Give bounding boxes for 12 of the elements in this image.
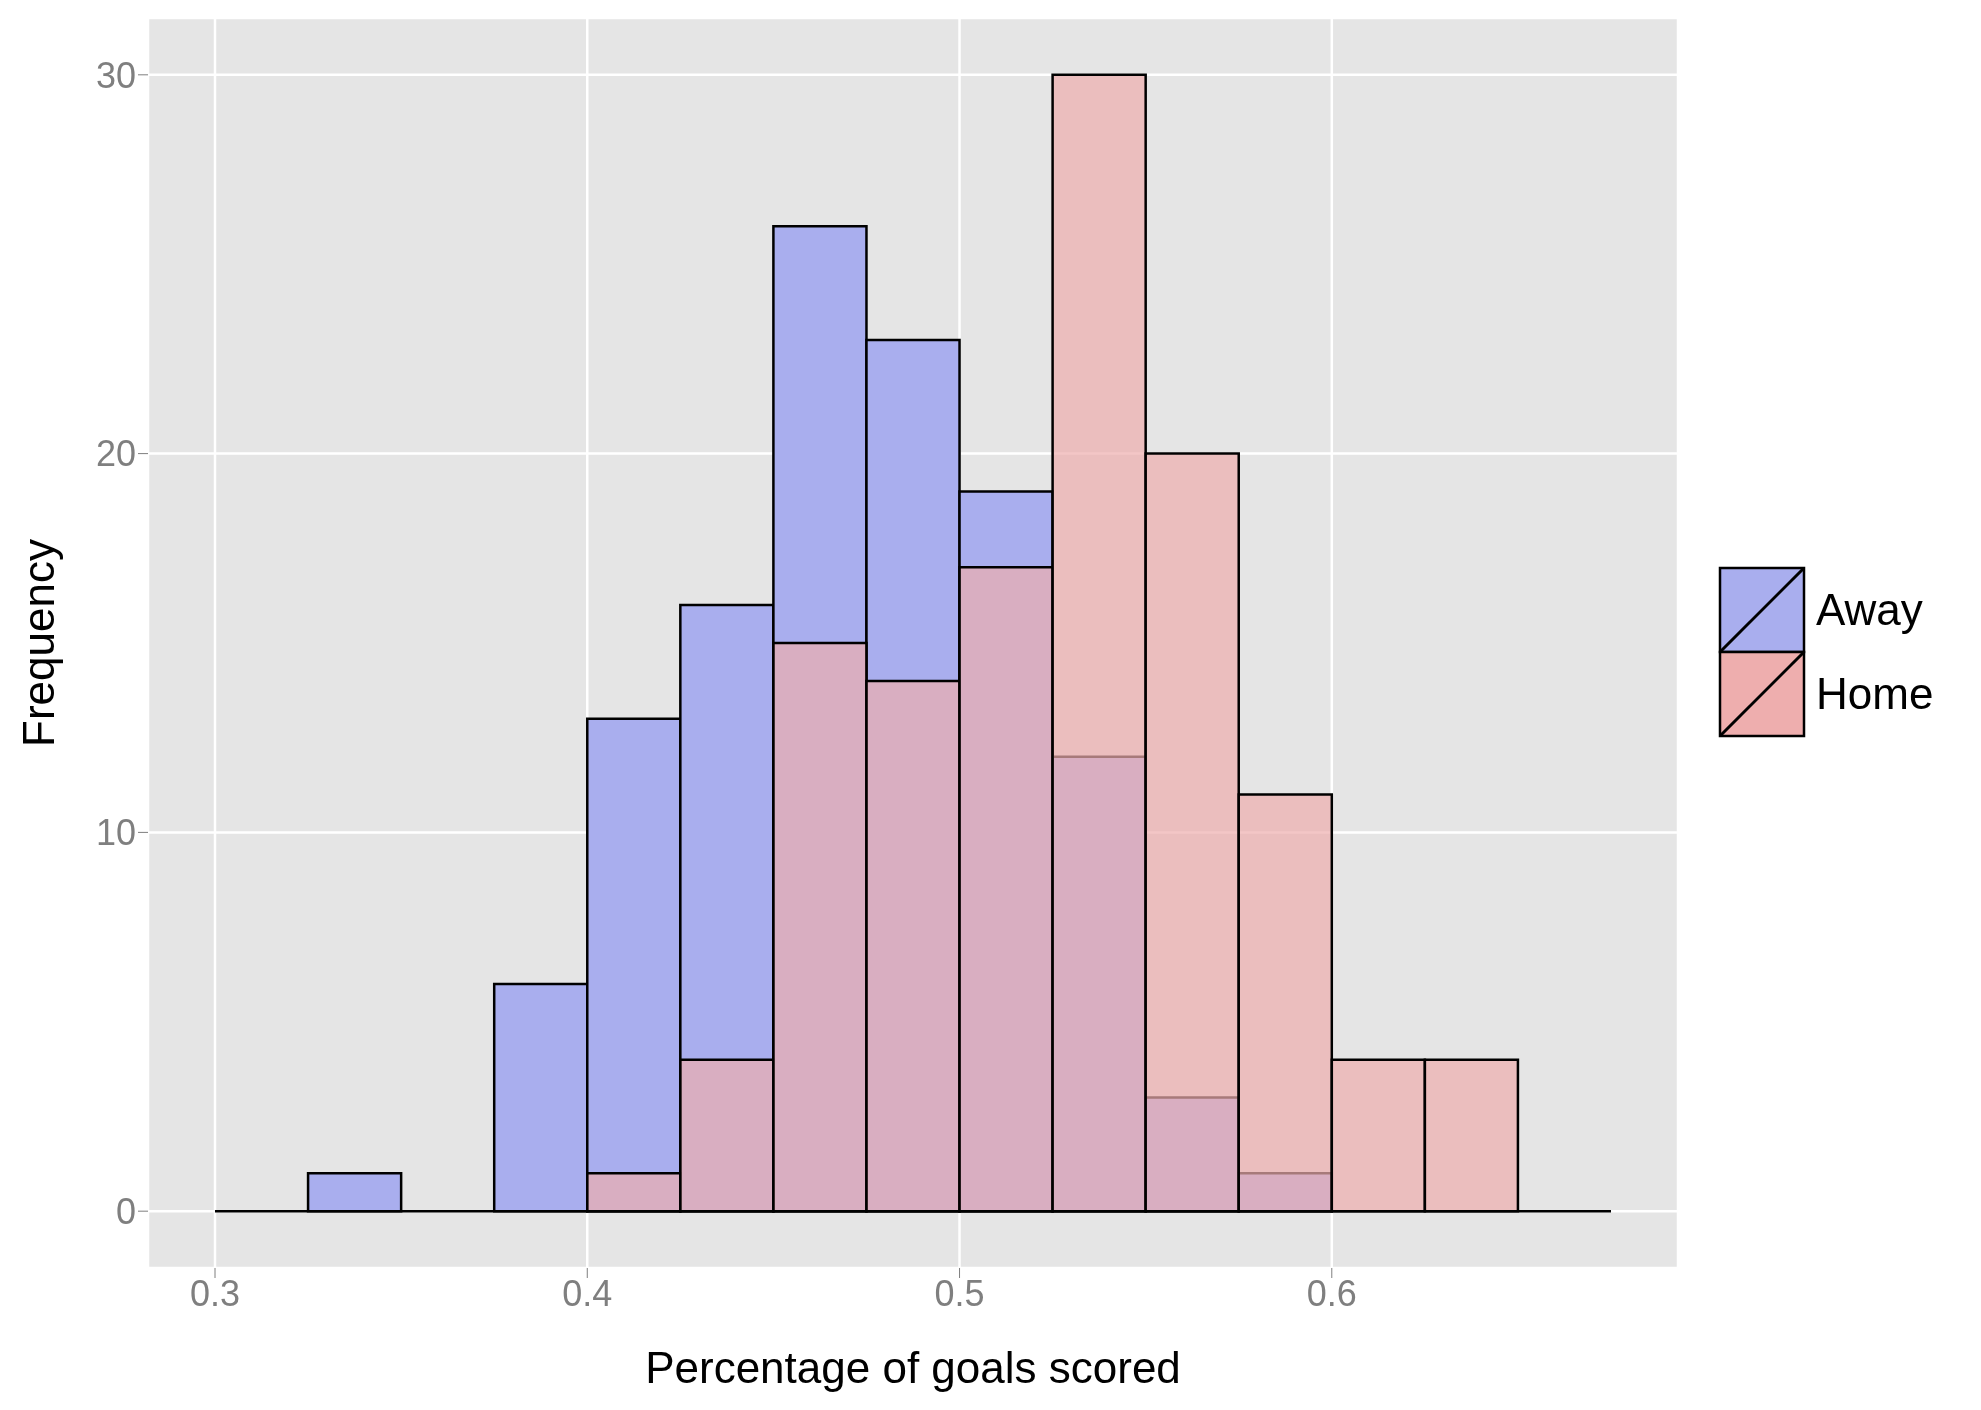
y-tick-label: 20 — [95, 433, 136, 475]
y-axis-title: Frequency — [13, 539, 63, 747]
x-tick-label: 0.5 — [934, 1272, 985, 1314]
x-tick-label: 0.6 — [1306, 1272, 1357, 1314]
y-tick-label: 0 — [115, 1190, 136, 1232]
x-tick-label: 0.3 — [189, 1272, 241, 1314]
legend-label: Home — [1816, 669, 1934, 719]
x-tick-label: 0.4 — [562, 1272, 613, 1314]
y-tick-label: 30 — [95, 54, 136, 96]
x-axis-title: Percentage of goals scored — [645, 1343, 1181, 1392]
y-tick-label: 10 — [95, 812, 136, 854]
legend-label: Away — [1816, 585, 1923, 635]
